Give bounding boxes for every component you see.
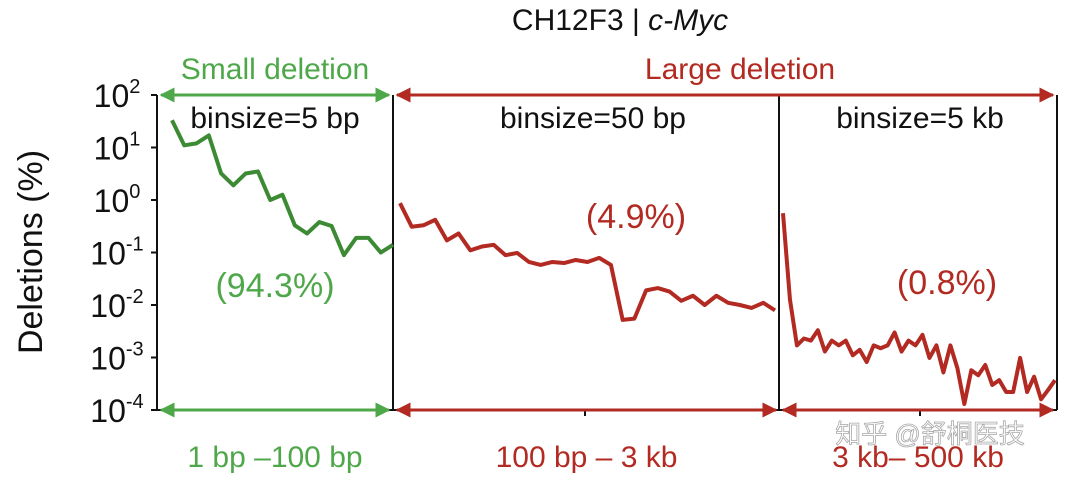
y-tick-label: 100 bbox=[94, 181, 141, 219]
range-label: 100 bp – 3 kb bbox=[496, 441, 678, 474]
binsize-label: binsize=50 bp bbox=[500, 102, 686, 135]
range-label: 3 kb– 500 kb bbox=[832, 441, 1004, 474]
chart-title: CH12F3 | c-Myc bbox=[512, 4, 728, 37]
y-tick-label: 102 bbox=[94, 76, 141, 114]
range-label: 1 bp –100 bp bbox=[187, 441, 362, 474]
y-tick-label: 10-1 bbox=[90, 234, 143, 272]
series-line-panel-3 bbox=[781, 213, 1057, 407]
y-tick-label: 10-3 bbox=[90, 339, 143, 377]
y-axis-label: Deletions (%) bbox=[12, 150, 50, 354]
category-large-deletion: Large deletion bbox=[645, 53, 835, 86]
binsize-label: binsize=5 kb bbox=[836, 102, 1004, 135]
watermark: 知乎 @舒桐医技 bbox=[835, 419, 1025, 449]
y-tick-label: 10-4 bbox=[90, 391, 143, 429]
percent-label: (4.9%) bbox=[586, 198, 686, 236]
series-line-panel-1 bbox=[170, 119, 395, 258]
y-tick-label: 101 bbox=[94, 129, 141, 167]
category-small-deletion: Small deletion bbox=[181, 53, 369, 86]
percent-label: (0.8%) bbox=[897, 264, 997, 302]
binsize-label: binsize=5 bp bbox=[190, 102, 359, 135]
y-tick-label: 10-2 bbox=[90, 286, 143, 324]
percent-label: (94.3%) bbox=[215, 267, 334, 305]
